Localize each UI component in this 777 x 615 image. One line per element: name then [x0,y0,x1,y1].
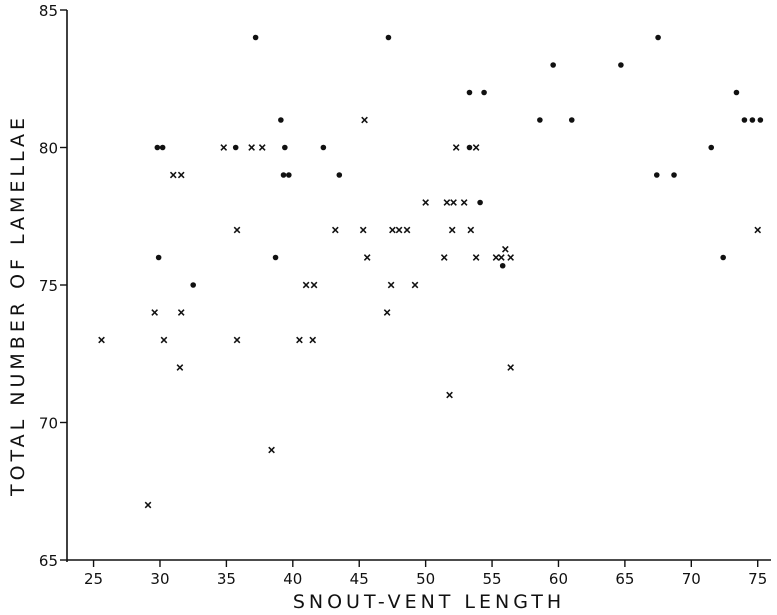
dot-point [154,144,161,151]
cross-point [144,501,152,509]
dot-point [320,144,327,151]
dot-point [466,89,473,96]
x-tick-label: 40 [283,570,302,588]
dot-point [481,89,487,96]
dot-point [733,89,740,96]
x-tick-label: 55 [483,570,502,588]
cross-point [403,226,411,234]
cross-point [389,226,396,234]
dot-point [720,254,726,261]
cross-point [233,226,241,234]
cross-point [177,309,185,316]
cross-point [411,281,419,289]
x-tick-label: 75 [748,570,767,588]
cross-point [169,171,177,179]
cross-point [176,364,184,371]
cross-point [160,336,168,344]
cross-point [383,309,391,316]
cross-point [467,226,475,234]
cross-point [363,254,371,261]
cross-point [395,226,403,234]
cross-point [220,144,228,151]
x-tick-label: 25 [84,570,103,588]
cross-point [310,281,318,289]
dot-point [550,62,556,68]
y-tick-label: 65 [39,552,58,570]
x-tick-label: 65 [615,570,634,588]
x-tick-label: 30 [150,570,169,588]
dot-point [278,117,284,123]
dot-point [286,172,292,178]
cross-point [309,336,317,344]
cross-point [422,199,429,206]
y-tick-label: 80 [39,140,58,158]
data-points [98,34,764,509]
x-tick-label: 70 [682,570,701,588]
dot-point [671,172,677,178]
dot-point [272,254,279,261]
x-tick-label: 60 [549,570,568,588]
axes [66,10,771,562]
dot-point [653,172,660,178]
cross-point [492,254,500,261]
cross-point [233,336,241,344]
cross-point [331,226,339,234]
cross-point [502,245,509,253]
cross-point [452,144,460,151]
cross-point [440,254,448,261]
dot-point [282,144,288,151]
cross-point [754,226,762,234]
dot-point [159,144,166,151]
cross-point [302,281,310,289]
y-axis-title: TOTAL NUMBER OF LAMELLAE [7,114,29,497]
dot-point [280,172,287,178]
cross-point [248,144,255,151]
dot-point [568,117,575,123]
y-tick-label: 75 [39,277,58,295]
cross-point [177,171,185,179]
dot-point [749,117,756,123]
dot-point [385,34,392,41]
dot-point [708,144,715,151]
cross-point [472,144,480,151]
cross-point [361,116,368,124]
dot-point [252,34,259,41]
dot-point [757,117,764,123]
x-tick-label: 45 [350,570,369,588]
cross-point [472,254,480,261]
cross-point [268,446,275,454]
dot-point [537,117,543,123]
cross-point [498,254,505,261]
cross-point [507,364,514,371]
ticks: 25 30 35 40 45 50 55 60 65 70 75 65 70 75 80 85 [39,2,767,588]
dot-point [499,262,506,269]
y-tick-label: 85 [39,2,58,20]
dot-point [618,62,624,68]
cross-point [448,226,456,234]
dot-point [655,34,661,41]
cross-point [296,336,303,344]
dot-point [466,144,473,151]
dot-point [336,172,343,178]
cross-point [450,199,457,206]
cross-point [460,199,468,206]
cross-point [258,144,266,151]
cross-point [387,281,395,289]
dot-point [190,282,196,288]
x-tick-label: 50 [416,570,435,588]
dot-point [477,199,483,206]
y-tick-label: 70 [39,415,58,433]
cross-point [359,226,367,234]
dot-point [741,117,748,123]
cross-point [507,254,514,261]
dot-point [155,254,162,261]
cross-point [98,336,105,344]
cross-point [443,199,451,206]
cross-point [446,391,453,399]
cross-point [151,309,158,316]
x-axis-title: SNOUT-VENT LENGTH [293,591,565,613]
dot-point [232,144,239,151]
x-tick-label: 35 [217,570,236,588]
